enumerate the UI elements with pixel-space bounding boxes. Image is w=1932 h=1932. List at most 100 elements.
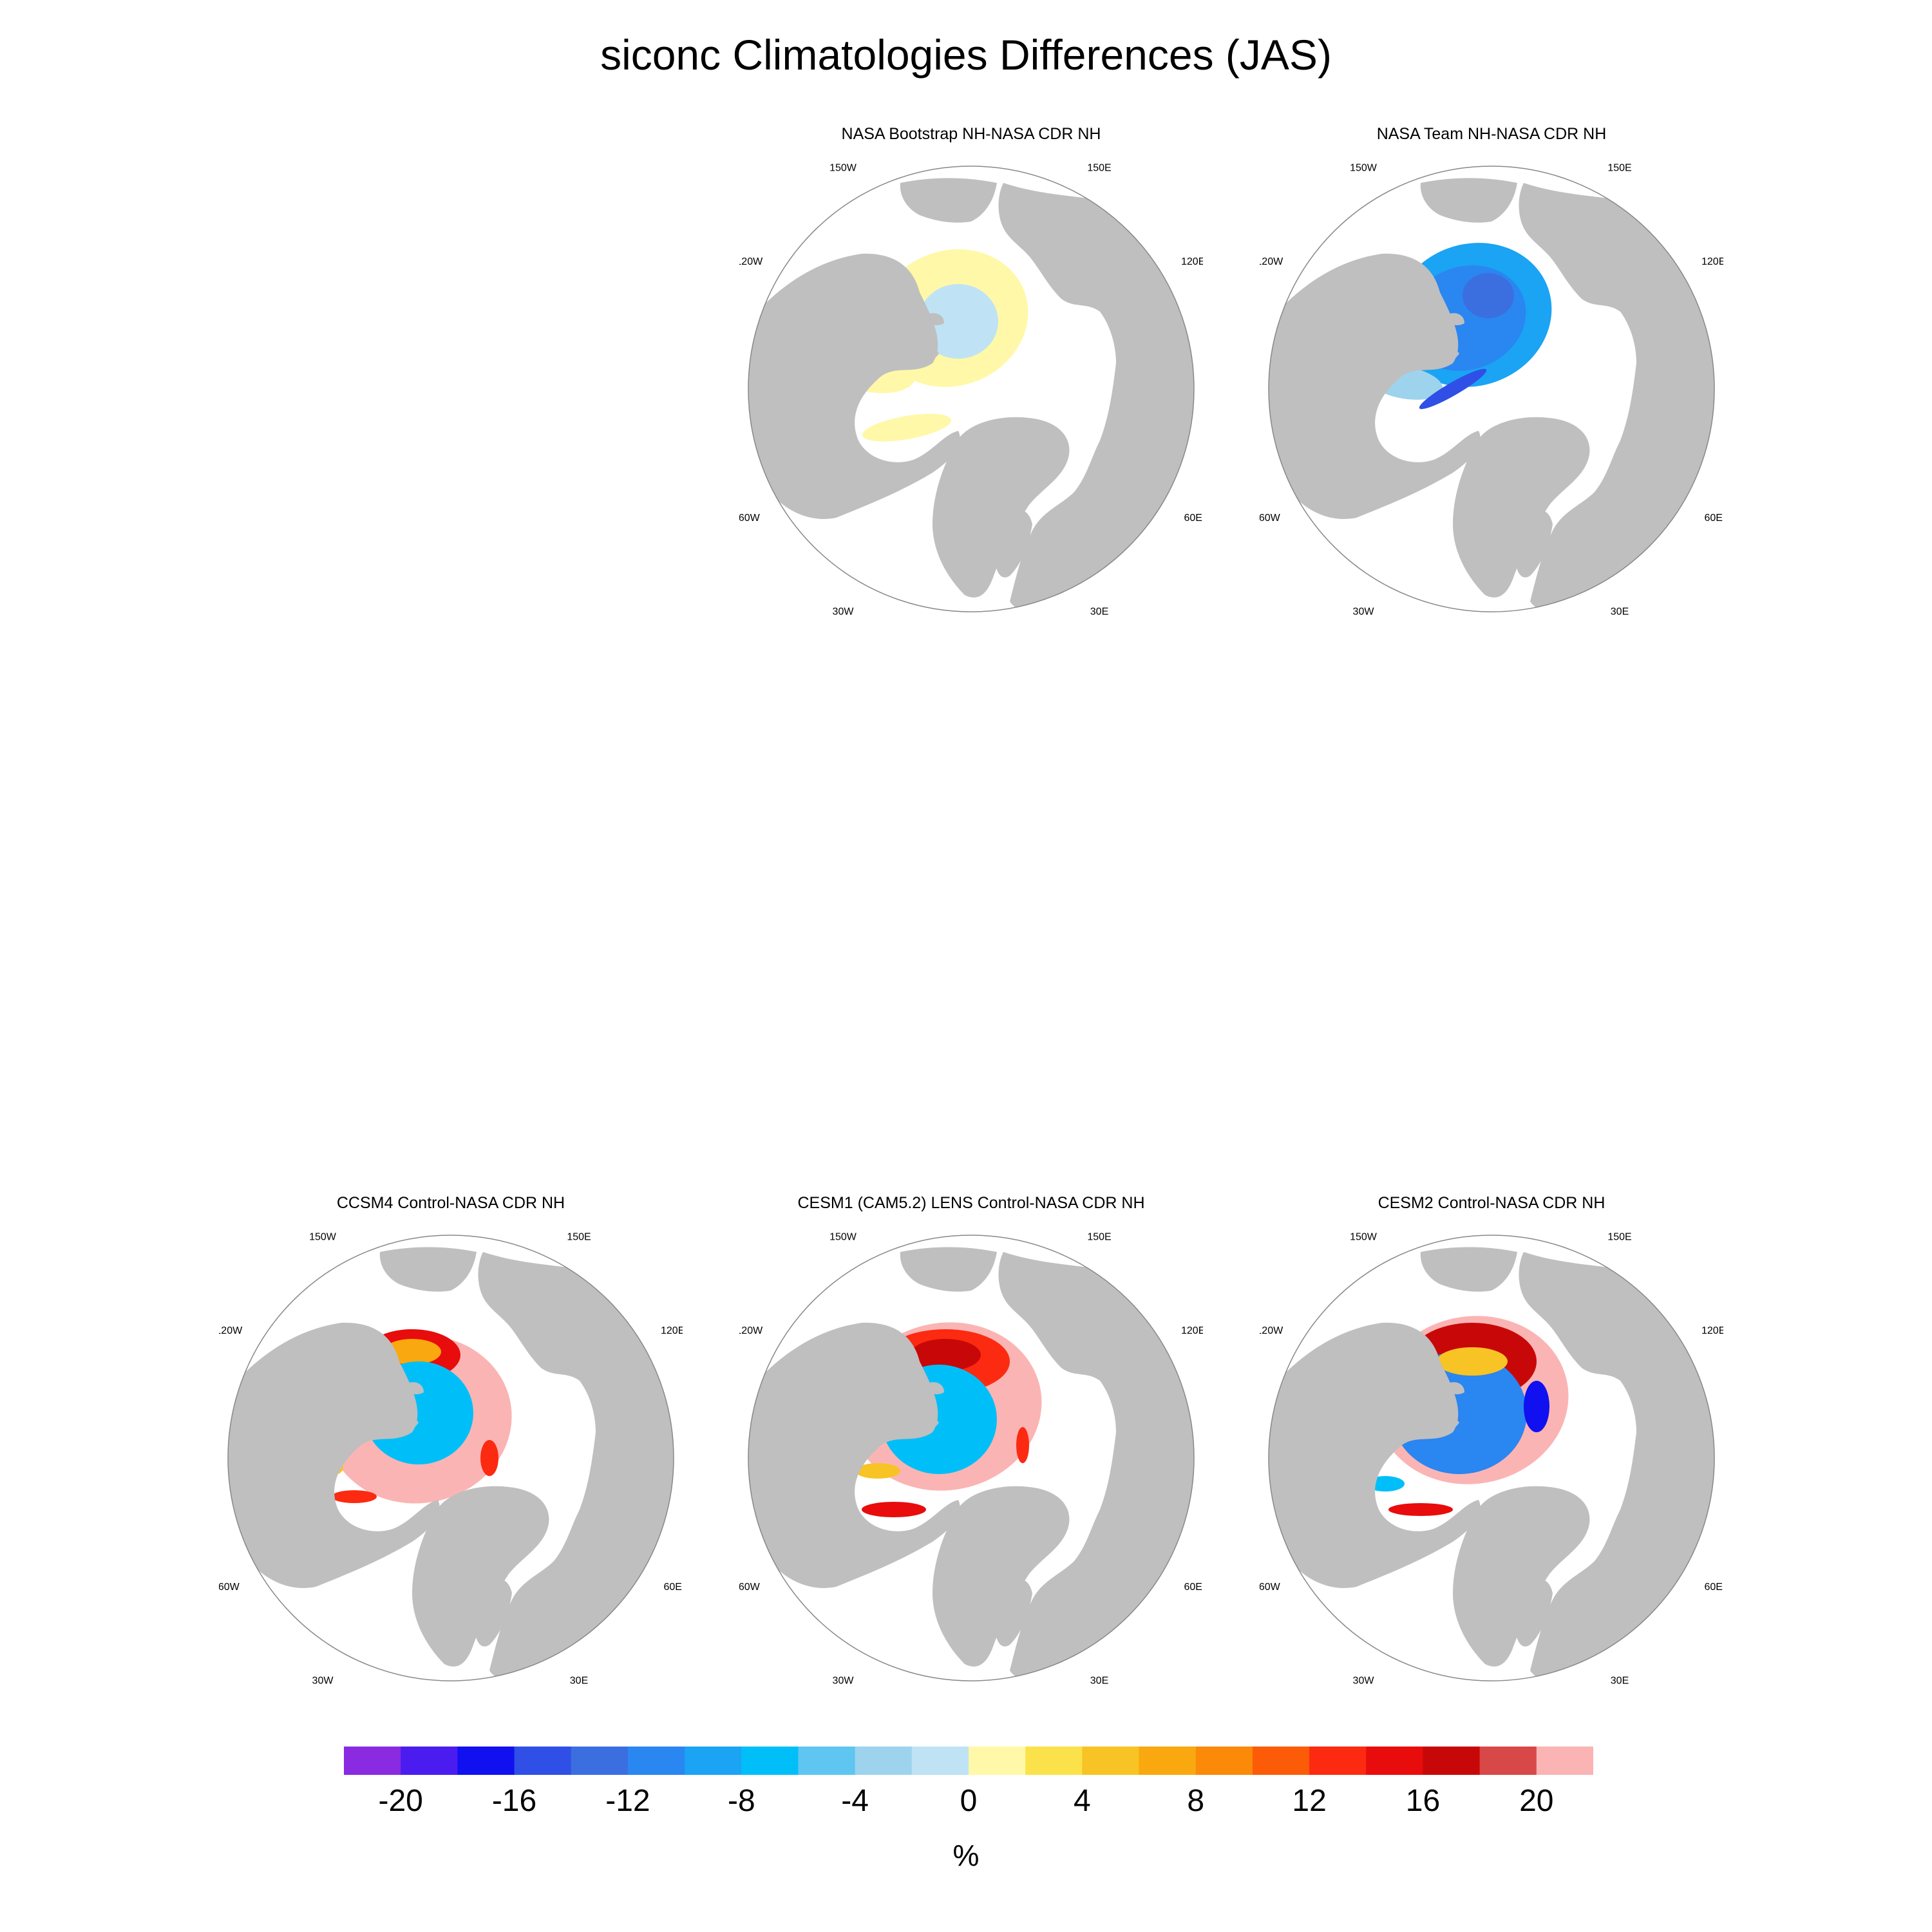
north-america-land: [1269, 253, 1481, 519]
longitude-label: 30E: [1090, 1676, 1108, 1687]
ice-diff-shelf-core: [1437, 1347, 1508, 1376]
ice-diff-central-arctic: [918, 284, 998, 359]
archipelago-island-2: [871, 347, 894, 360]
longitude-label: 30W: [833, 1676, 855, 1687]
colorbar-box: [1536, 1747, 1593, 1775]
longitude-label: 60W: [219, 1582, 240, 1593]
greenland-land: [933, 1486, 1070, 1667]
eurasia-land: [998, 1252, 1194, 1681]
colorbar-box: [1025, 1747, 1083, 1775]
longitude-label: 30E: [1611, 607, 1629, 618]
panel-title: CCSM4 Control-NASA CDR NH: [336, 1194, 565, 1212]
colorbar-tick-label: 12: [1292, 1784, 1326, 1818]
scandinavia-land: [995, 1578, 1032, 1647]
colorbar-box: [1309, 1747, 1367, 1775]
longitude-label: 60E: [1704, 513, 1722, 524]
ice-diff-archipelago: [855, 1463, 900, 1479]
eurasia-land: [998, 183, 1194, 612]
longitude-label: 30E: [570, 1676, 588, 1687]
ice-diff-laptev: [1524, 1381, 1549, 1432]
longitude-label: 120W: [219, 1325, 243, 1336]
colorbar-box: [911, 1747, 969, 1775]
colorbar-tick-label: -4: [841, 1784, 869, 1818]
longitude-label: 150W: [829, 1231, 857, 1242]
panel-title: CESM1 (CAM5.2) LENS Control-NASA CDR NH: [797, 1194, 1145, 1212]
colorbar-box: [1195, 1747, 1253, 1775]
map-panel-p3: CCSM4 Control-NASA CDR NH180150E120E90E6…: [219, 1195, 683, 1698]
longitude-label: 60W: [1260, 1582, 1281, 1593]
eurasia-land: [478, 1252, 674, 1681]
longitude-label: 60E: [663, 1582, 681, 1593]
eurasia-land: [1519, 183, 1714, 612]
archipelago-island-1: [1421, 344, 1459, 365]
longitude-label: 60W: [739, 513, 761, 524]
archipelago-island-3: [1446, 313, 1464, 326]
longitude-label: 30W: [833, 607, 855, 618]
polar-map: 180150E120E90E60E30E030W60W90W120W150W: [739, 162, 1203, 618]
longitude-label: 60E: [1184, 1582, 1202, 1593]
bering-region-land: [1420, 1247, 1517, 1292]
archipelago-island-2: [1392, 1416, 1414, 1429]
eurasia-land: [1519, 1252, 1714, 1681]
land-masses: [1269, 178, 1714, 612]
longitude-label: 60W: [739, 1582, 761, 1593]
longitude-label: 60E: [1704, 1582, 1722, 1593]
archipelago-island-1: [900, 344, 939, 365]
map-boundary-circle: [748, 1235, 1195, 1681]
bering-region-land: [379, 1247, 477, 1292]
longitude-label: 30W: [1353, 607, 1375, 618]
ice-diff-baffin: [332, 1490, 377, 1503]
ice-diff-shelf-core: [910, 1339, 981, 1371]
colorbar-box: [969, 1747, 1026, 1775]
longitude-label: 120E: [1181, 1325, 1203, 1336]
colorbar-tick-label: 8: [1187, 1784, 1204, 1818]
colorbar-box: [571, 1747, 629, 1775]
map-boundary-circle: [1268, 166, 1715, 612]
colorbar-box: [1252, 1747, 1310, 1775]
archipelago-island-2: [1392, 347, 1414, 360]
colorbar-tick-label: 20: [1519, 1784, 1553, 1818]
bering-region-land: [900, 178, 997, 223]
archipelago-island-3: [1446, 1382, 1464, 1395]
map-boundary-circle: [1268, 1235, 1715, 1681]
longitude-label: 120E: [661, 1325, 683, 1336]
archipelago-island-1: [1421, 1413, 1459, 1434]
longitude-label: 150W: [1350, 1231, 1378, 1242]
longitude-label: 150E: [1087, 1231, 1111, 1242]
colorbar-tick-label: -16: [492, 1784, 536, 1818]
colorbar-tick-label: -20: [379, 1784, 423, 1818]
bering-region-land: [900, 1247, 997, 1292]
longitude-label: 150E: [1607, 162, 1631, 173]
colorbar-box: [457, 1747, 515, 1775]
colorbar-box: [1366, 1747, 1423, 1775]
colorbar-tick-label: -12: [605, 1784, 650, 1818]
north-america-land: [1269, 1322, 1481, 1588]
scandinavia-land: [995, 509, 1032, 578]
map-panel-p2: NASA Team NH-NASA CDR NH180150E120E90E60…: [1260, 126, 1723, 629]
colorbar: -20 -16 -12 -8 -4 0 4 8 12 16 20: [344, 1747, 1593, 1818]
ice-diff-baffin: [1388, 1503, 1453, 1516]
map-boundary-circle: [748, 166, 1195, 612]
longitude-label: 30W: [1353, 1676, 1375, 1687]
land-masses: [228, 1247, 674, 1681]
archipelago-island-1: [380, 1413, 419, 1434]
archipelago-island-2: [351, 1416, 374, 1429]
colorbar-box: [514, 1747, 572, 1775]
land-masses: [748, 178, 1194, 612]
polar-map: 180150E120E90E60E30E030W60W90W120W150W: [1260, 162, 1723, 618]
colorbar-box: [685, 1747, 742, 1775]
colorbar-box: [627, 1747, 685, 1775]
ice-diff-baffin: [862, 1502, 926, 1517]
archipelago-island-3: [926, 313, 944, 326]
archipelago-island-1: [900, 1413, 939, 1434]
ice-diff-barents: [1016, 1427, 1029, 1463]
colorbar-box: [344, 1747, 401, 1775]
colorbar-box: [401, 1747, 458, 1775]
longitude-label: 120W: [1260, 1325, 1283, 1336]
longitude-label: 150W: [1350, 162, 1378, 173]
colorbar-box: [1423, 1747, 1481, 1775]
colorbar-tick-label: 16: [1406, 1784, 1440, 1818]
greenland-land: [412, 1486, 549, 1667]
colorbar-unit-label: %: [952, 1839, 980, 1872]
north-america-land: [748, 1322, 960, 1588]
